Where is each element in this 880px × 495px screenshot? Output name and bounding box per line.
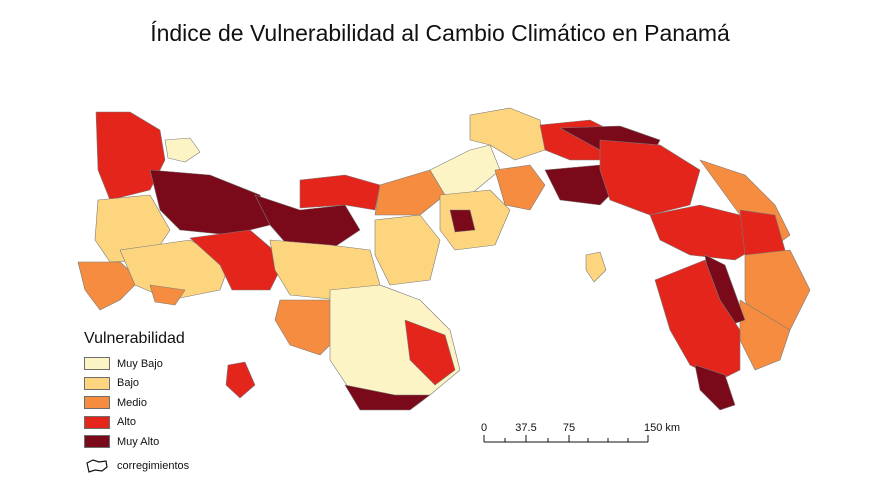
region-panama-center: [494, 164, 546, 211]
legend-swatch: [84, 435, 110, 449]
region-ngabe: [254, 194, 361, 251]
region-cocle-north: [374, 169, 446, 216]
legend-label: Muy Bajo: [117, 357, 163, 370]
legend-item-muy-alto: Muy Alto: [84, 432, 264, 452]
scale-label: 75: [562, 422, 576, 434]
region-chepo: [599, 139, 701, 216]
legend-item-alto: Alto: [84, 413, 264, 433]
legend: Vulnerabilidad Muy Bajo Bajo Medio Alto …: [84, 330, 264, 474]
legend-item-bajo: Bajo: [84, 374, 264, 394]
region-bocas-islands: [164, 137, 201, 163]
region-chiriqui-east: [189, 229, 286, 291]
legend-swatch: [84, 357, 110, 371]
legend-boundary: corregimientos: [84, 458, 264, 474]
region-coiba: [225, 361, 256, 399]
scale-bar-line: [483, 435, 649, 443]
outline-shape-icon: [86, 458, 108, 473]
region-darien-sw: [654, 259, 741, 381]
region-colon-central: [469, 107, 546, 161]
scale-bar: 0 37.5 75 150 km: [478, 418, 681, 450]
legend-swatch: [84, 415, 110, 429]
region-chiriqui-south: [119, 239, 231, 301]
scale-label: 0: [480, 422, 488, 434]
region-chiriqui-north: [149, 169, 271, 236]
legend-title: Vulnerabilidad: [84, 330, 185, 347]
region-veraguas-north: [299, 174, 381, 211]
legend-label: Alto: [117, 416, 136, 429]
region-chiriqui-coast: [77, 261, 141, 311]
region-darien-tip: [694, 364, 736, 411]
region-pearl-islands: [585, 251, 607, 283]
region-panama-oeste: [439, 189, 511, 251]
map-title: Índice de Vulnerabilidad al Cambio Climá…: [150, 20, 730, 46]
region-muy-alto-center: [449, 209, 476, 233]
region-azuero-east: [404, 319, 456, 386]
legend-label: Bajo: [117, 377, 140, 390]
legend-swatch: [84, 396, 110, 410]
legend-label: Muy Alto: [117, 435, 160, 448]
region-cocle: [374, 214, 441, 286]
legend-item-medio: Medio: [84, 393, 264, 413]
legend-label: Medio: [117, 396, 147, 409]
region-peninsula-west: [149, 284, 186, 306]
region-colon-west: [429, 144, 501, 196]
scale-label: 150 km: [643, 422, 681, 434]
legend-boundary-label: corregimientos: [117, 459, 190, 472]
region-azuero-south: [344, 384, 431, 411]
legend-swatch: [84, 376, 110, 390]
legend-item-muy-bajo: Muy Bajo: [84, 354, 264, 374]
scale-label: 37.5: [515, 422, 537, 434]
